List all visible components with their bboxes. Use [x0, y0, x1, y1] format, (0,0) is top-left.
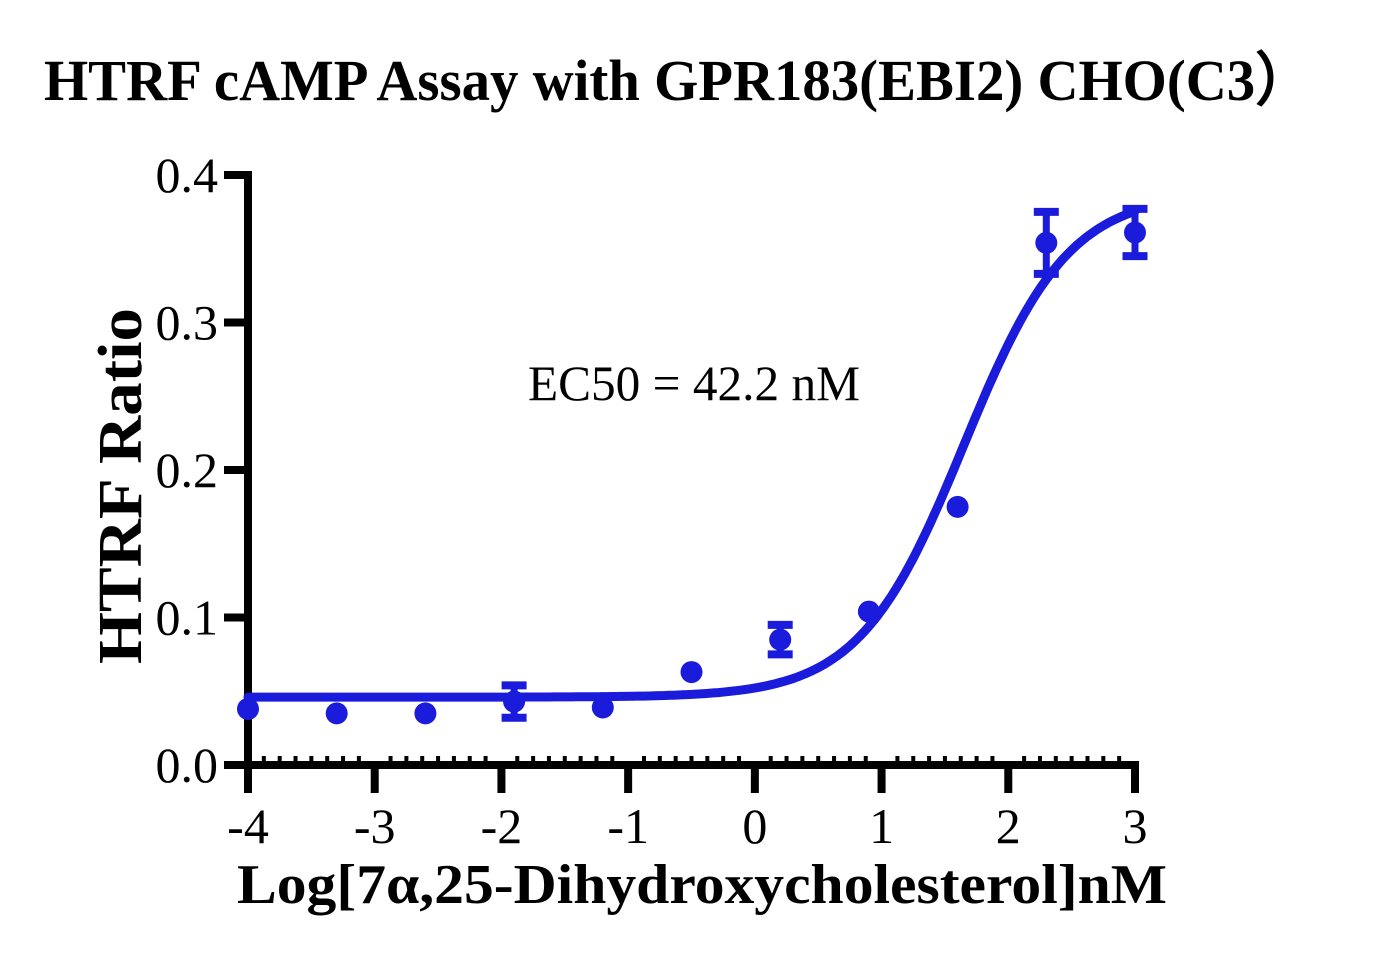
data-point [591, 696, 614, 719]
data-point [325, 702, 348, 725]
data-point [946, 495, 969, 518]
x-minor-ticks [261, 756, 1122, 762]
data-point [503, 690, 526, 713]
x-tick-label: 2 [996, 798, 1021, 854]
major-ticks [224, 171, 1139, 793]
data-point [1035, 231, 1058, 254]
chart-title: HTRF cAMP Assay with GPR183(EBI2) CHO(C3… [44, 48, 1312, 113]
data-point [857, 600, 880, 623]
ec50-annotation: EC50 = 42.2 nM [528, 355, 860, 411]
x-tick-label: 3 [1123, 798, 1148, 854]
y-axis-label: HTRF Ratio [87, 308, 155, 664]
data-point [680, 661, 703, 684]
y-tick-label: 0.3 [156, 295, 219, 351]
data-point [769, 628, 792, 651]
data-points-group [237, 221, 1146, 725]
x-tick-label: 0 [742, 798, 767, 854]
x-tick-label: -3 [354, 798, 396, 854]
x-tick-label: -2 [481, 798, 523, 854]
fit-curve [243, 206, 1140, 702]
x-tick-label: -1 [607, 798, 649, 854]
error-bars-group [501, 204, 1148, 722]
y-tick-label: 0.4 [156, 147, 219, 203]
fit-curve-group [243, 206, 1140, 702]
data-point [414, 702, 437, 725]
data-point [237, 697, 259, 720]
data-point [1124, 221, 1146, 244]
x-tick-label: -4 [227, 798, 269, 854]
tick-labels: -4 -3 -2 -1 0 1 2 3 0.0 0.1 0.2 0.3 0.4 [156, 147, 1148, 854]
y-tick-label: 0.1 [156, 590, 219, 646]
y-tick-label: 0.0 [156, 737, 219, 793]
y-tick-label: 0.2 [156, 442, 219, 498]
x-tick-label: 1 [869, 798, 894, 854]
x-axis-label: Log[7α,25-Dihydroxycholesterol]nM [237, 854, 1167, 916]
